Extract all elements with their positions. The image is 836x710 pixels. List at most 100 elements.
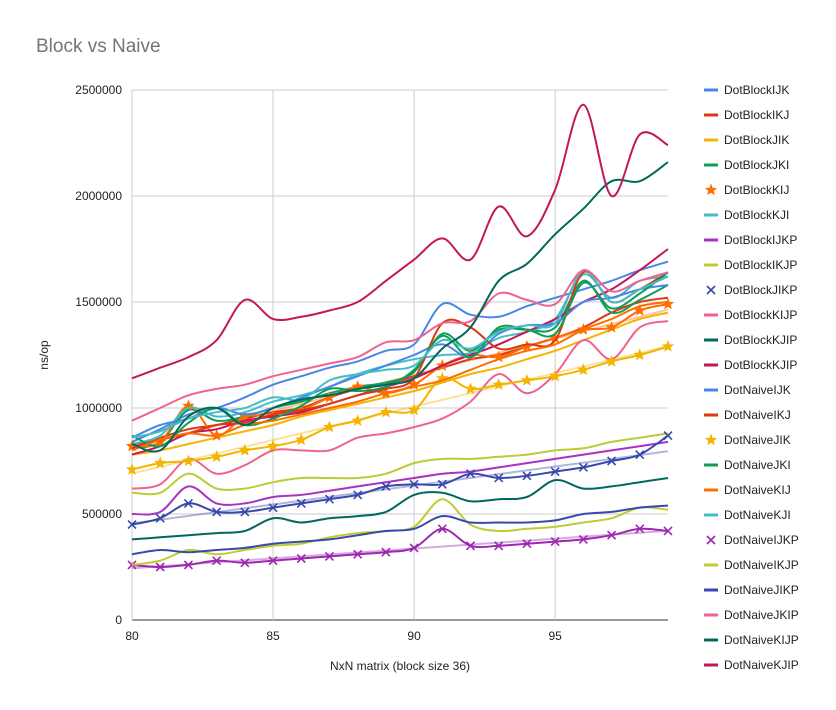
legend-item: DotBlockJKI [704, 158, 789, 172]
legend-item: DotBlockKIJP [704, 308, 797, 322]
data-point [353, 490, 363, 500]
x-tick-label: 80 [125, 629, 139, 643]
data-point [154, 435, 167, 448]
legend-swatch [704, 488, 718, 492]
data-point [125, 439, 139, 452]
data-point [381, 547, 391, 557]
legend-item: DotBlockIJK [704, 83, 789, 97]
x-axis-title: NxN matrix (block size 36) [330, 659, 470, 673]
data-point [520, 373, 534, 386]
legend-item: DotBlockKJIP [704, 358, 797, 372]
y-tick-label: 0 [115, 613, 122, 627]
legend-label: DotBlockKIJP [724, 308, 797, 322]
legend-item: DotNaiveIJKP [706, 533, 799, 547]
y-axis-title: ns/op [37, 340, 51, 370]
data-point [661, 297, 675, 310]
gridlines [131, 89, 668, 621]
series-group [125, 103, 675, 572]
axes: 0 500000 1000000 1500000 2000000 2500000 80 85 9… [75, 83, 562, 643]
legend-item: DotNaiveJIKP [704, 583, 799, 597]
data-point [550, 467, 560, 477]
data-point [182, 454, 195, 467]
legend-swatch [704, 433, 718, 446]
data-point [522, 539, 532, 549]
legend-swatch [704, 88, 718, 92]
legend-swatch [704, 163, 718, 167]
legend-label: DotBlockJIKP [724, 283, 797, 297]
legend-item: DotNaiveJIK [704, 433, 791, 447]
legend-item: DotNaiveKIJP [704, 633, 799, 647]
legend-label: DotNaiveKIJP [724, 633, 799, 647]
legend-item: DotBlockIKJP [704, 258, 797, 272]
legend-swatch [704, 183, 718, 196]
data-point [353, 549, 363, 559]
x-tick-label: 95 [548, 629, 562, 643]
legend-swatch [704, 138, 718, 142]
legend-label: DotNaiveIKJP [724, 558, 799, 572]
legend-item: DotNaiveIKJ [704, 408, 791, 422]
data-point [635, 524, 645, 534]
data-point [437, 524, 447, 534]
legend-swatch [704, 388, 718, 392]
y-tick-label: 500000 [82, 507, 122, 521]
legend-item: DotBlockKJIP [704, 333, 797, 347]
legend-label: DotNaiveJIKP [724, 583, 799, 597]
data-point [663, 430, 673, 441]
y-tick-label: 2500000 [75, 83, 122, 97]
data-point [295, 433, 308, 446]
legend: DotBlockIJK DotBlockIKJ DotBlockJIK DotBloc… [704, 83, 799, 672]
legend-swatch [704, 588, 718, 592]
legend-swatch [704, 338, 718, 342]
legend-swatch [704, 263, 718, 267]
legend-item: DotNaiveKIJ [704, 483, 791, 497]
series-line [131, 248, 669, 456]
series-line [131, 269, 669, 422]
legend-label: DotNaiveJKIP [724, 608, 799, 622]
data-point [212, 507, 222, 517]
series-line [131, 270, 669, 450]
data-point [238, 443, 251, 456]
data-point [520, 340, 534, 352]
legend-label: DotNaiveIJK [724, 383, 791, 397]
y-tick-label: 1000000 [75, 401, 122, 415]
data-point [437, 479, 447, 489]
legend-swatch [704, 638, 718, 642]
data-point [182, 399, 195, 412]
legend-item: DotNaiveKJI [704, 508, 791, 522]
data-point [323, 420, 336, 433]
data-point [633, 348, 646, 361]
data-point [212, 556, 222, 566]
legend-swatch [704, 413, 718, 417]
data-point [577, 363, 590, 376]
legend-swatch [706, 285, 716, 295]
legend-item: DotNaiveKJIP [704, 658, 799, 672]
series-line [131, 432, 669, 496]
legend-label: DotBlockIKJ [724, 108, 789, 122]
data-point [323, 390, 336, 403]
data-point [550, 536, 560, 547]
x-tick-label: 85 [266, 629, 280, 643]
data-point [522, 471, 532, 481]
legend-item: DotNaiveIJK [704, 383, 791, 397]
legend-swatch [704, 513, 718, 517]
series-line [131, 301, 669, 452]
series-line [131, 434, 669, 526]
series-line [131, 498, 669, 566]
x-tick-label: 90 [407, 629, 421, 643]
legend-swatch [704, 613, 718, 617]
data-point [661, 340, 675, 352]
data-point [155, 562, 165, 572]
data-point [663, 526, 673, 536]
data-point [240, 507, 250, 517]
data-point [605, 354, 618, 367]
legend-label: DotBlockJIK [724, 133, 789, 147]
legend-item: DotBlockKJI [704, 208, 789, 222]
data-point [183, 560, 193, 570]
data-point [492, 350, 505, 363]
data-point [492, 378, 505, 390]
data-point [607, 456, 617, 466]
legend-label: DotNaiveKJIP [724, 658, 799, 672]
legend-label: DotNaiveIJKP [724, 533, 799, 547]
data-point [238, 410, 251, 422]
